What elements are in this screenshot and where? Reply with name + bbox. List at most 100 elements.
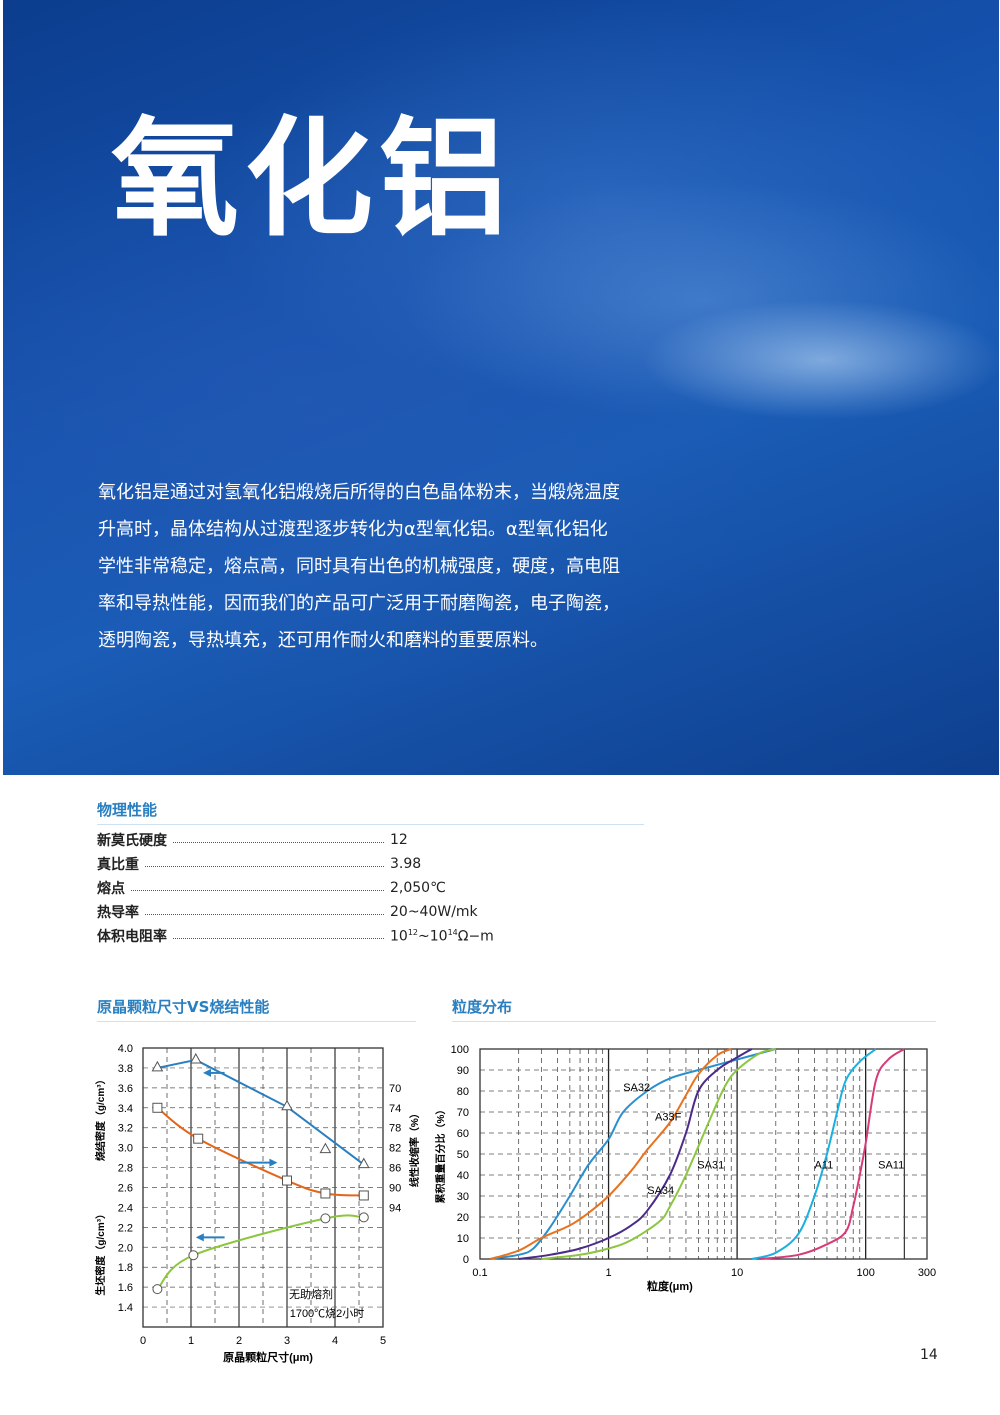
square-marker [152, 1102, 163, 1113]
property-row: 熔点 2,050℃ [97, 876, 517, 900]
intro-line: 率和导热性能，因而我们的产品可广泛用于耐磨陶瓷，电子陶瓷， [98, 593, 620, 614]
circle-marker [152, 1284, 163, 1295]
intro-line: 学性非常稳定，熔点高，同时具有出色的机械强度，硬度，高电阻 [98, 556, 620, 577]
intro-line: 氧化铝是通过对氢氧化铝煅烧后所得的白色晶体粉末，当煅烧温度 [98, 482, 620, 503]
y-tick-label: 2.4 [118, 1202, 133, 1214]
y-axis-label-right: 线性收缩率（%） [408, 1108, 421, 1187]
x-tick-label: 300 [918, 1267, 936, 1279]
y-tick-label: 3.6 [118, 1083, 133, 1095]
series-label: A33F [655, 1111, 682, 1123]
series-label: SA34 [647, 1185, 674, 1197]
triangle-marker [357, 1157, 370, 1169]
y-axis-label-top: 烧结密度（g/cm³） [94, 1074, 107, 1161]
series-line-SA32 [490, 1048, 777, 1260]
property-row: 真比重 3.98 [97, 852, 517, 876]
property-value: 3.98 [390, 856, 422, 872]
circle-marker [320, 1213, 331, 1224]
y-tick-label: 3.8 [118, 1063, 133, 1075]
intro-line: 透明陶瓷，导热填充，还可用作耐火和磨料的重要原料。 [98, 630, 548, 651]
property-label: 热导率 [97, 905, 139, 921]
y-tick-label: 100 [451, 1044, 469, 1056]
y-tick-label: 50 [457, 1149, 469, 1161]
y-tick-label: 1.6 [118, 1282, 133, 1294]
property-value: 2,050℃ [390, 880, 446, 896]
chart1-heading: 原晶颗粒尺寸VS烧结性能 [97, 996, 416, 1022]
leader-dots [173, 841, 384, 843]
y2-tick-label: 74 [389, 1103, 401, 1115]
x-tick-label: 3 [284, 1335, 290, 1347]
annotation: 无助熔剂 [289, 1287, 333, 1301]
intro-text: 氧化铝是通过对氢氧化铝煅烧后所得的白色晶体粉末，当煅烧温度 升高时，晶体结构从过… [98, 474, 698, 659]
series-label: A11 [815, 1160, 834, 1172]
x-tick-label: 4 [332, 1335, 338, 1347]
leader-dots [173, 937, 384, 939]
particle-size-chart: 0 10 20 30 40 50 60 70 80 90 100 0.1 1 10 100 300 粒度(μm)… [434, 1044, 936, 1293]
property-label: 体积电阻率 [97, 929, 167, 945]
plot-frame [479, 1048, 928, 1260]
y-tick-label: 4.0 [118, 1043, 133, 1055]
page-title: 氧化铝 [111, 105, 514, 254]
property-value: 20~40W/mk [390, 904, 478, 920]
circle-marker [358, 1212, 369, 1223]
hero-banner: 氧化铝 氧化铝是通过对氢氧化铝煅烧后所得的白色晶体粉末，当煅烧温度 升高时，晶体… [3, 0, 999, 775]
y-tick-label: 70 [457, 1107, 469, 1119]
x-tick-label: 1 [188, 1335, 194, 1347]
x-tick-label: 0 [140, 1335, 146, 1347]
property-label: 熔点 [97, 881, 125, 897]
y-tick-label: 3.0 [118, 1143, 133, 1155]
series-line-SA34 [518, 1048, 753, 1260]
properties-heading: 物理性能 [97, 799, 644, 825]
series-label: SA32 [623, 1082, 650, 1094]
arrow-head-icon [195, 1233, 204, 1242]
y2-tick-label: 70 [389, 1083, 401, 1095]
series-line [156, 1214, 364, 1290]
plot-frame [142, 1047, 384, 1328]
y-tick-label: 1.4 [118, 1302, 133, 1314]
x-axis-label: 粒度(μm) [647, 1279, 693, 1293]
y-tick-label: 2.8 [118, 1163, 133, 1175]
series-line-SA31 [541, 1048, 777, 1260]
series-label: SA11 [878, 1160, 904, 1172]
property-label: 真比重 [97, 857, 139, 873]
property-value: 1012~1014Ω−m [390, 927, 494, 945]
y2-tick-label: 94 [389, 1202, 401, 1214]
leader-dots [131, 889, 384, 891]
property-row: 体积电阻率 1012~1014Ω−m [97, 924, 517, 948]
y2-tick-label: 86 [389, 1163, 401, 1175]
series-line-A11 [751, 1048, 877, 1260]
y-tick-label: 2.6 [118, 1183, 133, 1195]
series-line-SA11 [759, 1048, 905, 1260]
sintering-chart: 1.4 1.6 1.8 2.0 2.2 2.4 2.6 2.8 3.0 3.2 3.4 3.6 3.8 4… [94, 1043, 421, 1364]
triangle-marker [319, 1142, 332, 1154]
triangle-marker [189, 1052, 202, 1064]
series-line-A33F [489, 1048, 732, 1260]
y-tick-label: 1.8 [118, 1262, 133, 1274]
y-tick-label: 20 [457, 1212, 469, 1224]
x-tick-label: 1 [605, 1267, 611, 1279]
series-line [156, 1106, 364, 1197]
arrow-head-icon [269, 1158, 278, 1167]
property-value: 12 [390, 832, 408, 848]
properties-list: 新莫氏硬度 12 真比重 3.98 熔点 2,050℃ 热导率 20~40W/mk 体积… [97, 828, 517, 948]
triangle-marker [281, 1099, 293, 1111]
y-tick-label: 80 [457, 1086, 469, 1098]
y-tick-label: 90 [457, 1065, 469, 1077]
series-label: SA31 [697, 1160, 724, 1172]
x-tick-label: 5 [380, 1335, 386, 1347]
y-tick-label: 30 [457, 1191, 469, 1203]
y-axis-label-bottom: 生坯密度（g/cm³） [94, 1209, 107, 1296]
y2-tick-label: 78 [389, 1123, 401, 1135]
x-axis-label: 原晶颗粒尺寸(μm) [223, 1350, 313, 1364]
x-tick-label: 2 [236, 1335, 242, 1347]
leader-dots [145, 913, 384, 915]
annotation: 1700℃烧2小时 [290, 1307, 365, 1320]
leader-dots [145, 865, 384, 867]
square-marker [193, 1133, 204, 1144]
y-tick-label: 2.0 [118, 1242, 133, 1254]
x-tick-label: 10 [731, 1267, 743, 1279]
property-row: 热导率 20~40W/mk [97, 900, 517, 924]
arrow-head-icon [203, 1068, 211, 1077]
y-tick-label: 0 [463, 1254, 469, 1266]
property-row: 新莫氏硬度 12 [97, 828, 517, 852]
y-tick-label: 2.2 [118, 1222, 133, 1234]
